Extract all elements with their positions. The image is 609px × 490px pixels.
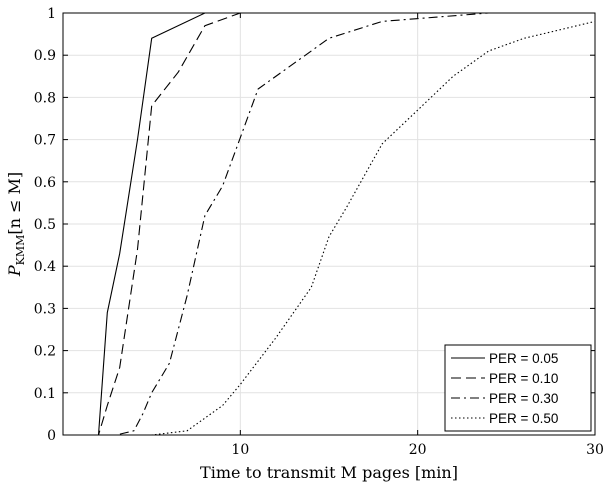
series-line-2: [63, 12, 595, 436]
x-tick-label: 10: [231, 442, 249, 458]
series-lines: [63, 12, 596, 436]
x-axis-title: Time to transmit M pages [min]: [200, 463, 458, 482]
y-tick-label: 0.9: [34, 48, 56, 64]
series-line-1: [63, 12, 595, 436]
y-tick-label: 0.1: [34, 386, 56, 402]
y-tick-label: 0.2: [34, 344, 56, 360]
series-line-4: [63, 20, 596, 436]
legend-box: [444, 344, 592, 432]
legend-label-4: PER = 0.50: [489, 411, 558, 426]
axis-ticks: 0 0.1 0.2 0.3 0.4 0.5 0.6 0.7 0.8 0.9 1 10 20 30: [34, 6, 604, 458]
y-tick-label: 0.3: [34, 301, 56, 317]
x-tick-label: 20: [409, 442, 427, 458]
y-tick-label: 0.8: [34, 90, 56, 106]
y-tick-label: 0.6: [34, 175, 56, 191]
x-tick-label: 30: [586, 442, 604, 458]
legend: PER = 0.05 PER = 0.10 PER = 0.30 PER = 0.50: [444, 344, 592, 432]
legend-label-1: PER = 0.05: [489, 351, 558, 366]
y-tick-label: 0: [47, 428, 56, 444]
y-tick-label: 0.4: [34, 259, 56, 275]
y-tick-label: 0.7: [34, 133, 56, 149]
y-tick-label: 1: [47, 6, 56, 22]
legend-label-2: PER = 0.10: [489, 371, 558, 386]
y-axis-title: PKMM[n ≤ M]: [5, 172, 27, 277]
legend-label-3: PER = 0.30: [489, 391, 558, 406]
y-tick-label: 0.5: [34, 217, 56, 233]
series-line-3: [63, 12, 595, 436]
